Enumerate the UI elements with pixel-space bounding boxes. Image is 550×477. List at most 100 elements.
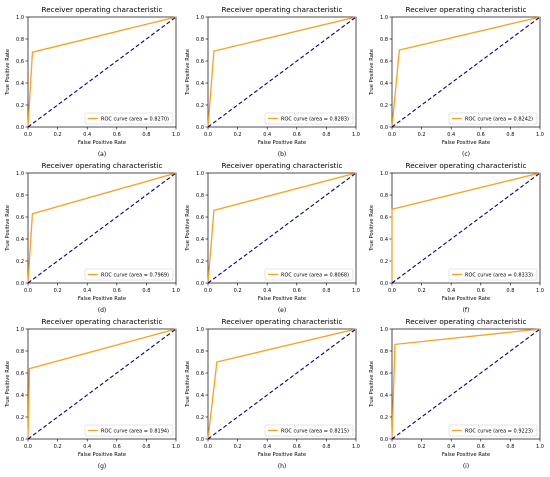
- y-axis-label: True Positive Rate: [5, 49, 11, 96]
- y-tick-label: 0.6: [380, 371, 388, 377]
- x-tick-label: 0.0: [24, 444, 32, 450]
- legend: ROC curve (area = 0.7969): [84, 268, 174, 281]
- chart-title: Receiver operating characteristic: [41, 5, 162, 14]
- y-axis-label: True Positive Rate: [369, 205, 375, 252]
- y-tick-label: 0.2: [196, 103, 204, 109]
- x-tick-label: 0.0: [388, 288, 396, 294]
- x-tick-label: 0.8: [506, 132, 514, 138]
- x-tick-label: 0.0: [204, 444, 212, 450]
- x-tick-label: 1.0: [172, 444, 180, 450]
- x-axis-label: False Positive Rate: [78, 452, 126, 458]
- legend-box: [84, 268, 174, 281]
- y-tick-label: 0.4: [16, 393, 24, 399]
- legend: ROC curve (area = 0.8333): [448, 268, 538, 281]
- panel-label: (g): [98, 463, 107, 470]
- x-axis-label: False Positive Rate: [442, 140, 490, 146]
- chance-diagonal-line: [27, 16, 177, 128]
- roc-panel: Receiver operating characteristic 0.0 0.2 0…: [5, 161, 180, 314]
- x-tick-label: 0.0: [388, 444, 396, 450]
- panel-label: (h): [278, 463, 286, 470]
- chance-diagonal-line: [27, 172, 177, 284]
- plot-frame: [391, 328, 541, 440]
- chart-title: Receiver operating characteristic: [221, 317, 342, 326]
- y-tick-label: 0.6: [16, 59, 24, 65]
- panel-label: (f): [463, 307, 470, 314]
- y-tick-label: 0.6: [16, 371, 24, 377]
- legend-label: ROC curve (area = 0.8270): [101, 116, 169, 122]
- x-tick-label: 0.0: [204, 288, 212, 294]
- x-tick-label: 1.0: [172, 288, 180, 294]
- chance-diagonal-line: [207, 172, 357, 284]
- x-tick-label: 0.6: [113, 444, 121, 450]
- legend-label: ROC curve (area = 0.9223): [465, 428, 533, 434]
- chart-title: Receiver operating characteristic: [405, 5, 526, 14]
- y-tick-label: 0.8: [380, 193, 388, 199]
- chance-diagonal-line: [391, 328, 541, 440]
- y-tick-label: 0.2: [16, 259, 24, 265]
- chance-diagonal-line: [207, 328, 357, 440]
- x-tick-label: 0.0: [204, 132, 212, 138]
- y-tick-label: 0.4: [16, 237, 24, 243]
- y-tick-label: 1.0: [380, 15, 388, 21]
- chance-diagonal-line: [391, 16, 541, 128]
- plot-frame: [27, 328, 177, 440]
- y-tick-label: 0.8: [196, 37, 204, 43]
- legend-label: ROC curve (area = 0.8068): [281, 272, 349, 278]
- x-tick-label: 0.2: [54, 444, 62, 450]
- x-tick-label: 1.0: [172, 132, 180, 138]
- x-tick-label: 1.0: [352, 288, 360, 294]
- roc-panel: Receiver operating characteristic 0.0 0.2 0…: [185, 317, 360, 470]
- y-tick-label: 0.4: [196, 237, 204, 243]
- y-axis-label: True Positive Rate: [369, 49, 375, 96]
- y-tick-label: 0.8: [196, 349, 204, 355]
- legend: ROC curve (area = 0.8068): [264, 268, 354, 281]
- y-tick-label: 0.0: [16, 281, 24, 287]
- y-tick-label: 0.0: [196, 437, 204, 443]
- roc-panel: Receiver operating characteristic 0.0 0.2 0…: [185, 5, 360, 158]
- x-axis-label: False Positive Rate: [78, 140, 126, 146]
- x-tick-label: 0.0: [388, 132, 396, 138]
- y-tick-label: 0.6: [196, 371, 204, 377]
- x-tick-label: 0.4: [83, 132, 91, 138]
- x-tick-label: 0.2: [54, 288, 62, 294]
- y-tick-label: 0.8: [16, 37, 24, 43]
- panel-label: (b): [278, 151, 287, 158]
- legend-box: [264, 268, 354, 281]
- x-tick-label: 0.8: [142, 132, 150, 138]
- x-tick-label: 0.8: [322, 444, 330, 450]
- roc-curve-line: [27, 16, 177, 128]
- roc-panel: Receiver operating characteristic 0.0 0.2 0…: [369, 5, 544, 158]
- y-tick-label: 0.4: [196, 81, 204, 87]
- x-tick-label: 0.8: [322, 132, 330, 138]
- y-tick-label: 1.0: [380, 327, 388, 333]
- chance-diagonal-line: [391, 172, 541, 284]
- roc-curve-line: [207, 172, 357, 284]
- legend-box: [84, 112, 174, 125]
- x-tick-label: 0.0: [24, 132, 32, 138]
- x-tick-label: 0.4: [263, 132, 271, 138]
- x-tick-label: 0.4: [83, 444, 91, 450]
- y-tick-label: 1.0: [380, 171, 388, 177]
- y-tick-label: 1.0: [196, 15, 204, 21]
- panel-label: (e): [278, 307, 286, 314]
- y-tick-label: 1.0: [196, 171, 204, 177]
- x-axis-label: False Positive Rate: [258, 140, 306, 146]
- y-tick-label: 0.4: [196, 393, 204, 399]
- x-axis-label: False Positive Rate: [258, 452, 306, 458]
- x-tick-label: 0.8: [322, 288, 330, 294]
- roc-curve-line: [207, 16, 357, 128]
- x-axis-label: False Positive Rate: [78, 296, 126, 302]
- y-tick-label: 0.4: [380, 81, 388, 87]
- x-tick-label: 0.6: [113, 132, 121, 138]
- x-tick-label: 0.4: [83, 288, 91, 294]
- roc-panel: Receiver operating characteristic 0.0 0.2 0…: [185, 161, 360, 314]
- y-tick-label: 0.4: [16, 81, 24, 87]
- x-tick-label: 0.4: [447, 444, 455, 450]
- y-axis-label: True Positive Rate: [185, 361, 191, 408]
- panel-label: (a): [98, 151, 106, 158]
- legend: ROC curve (area = 0.8242): [448, 112, 538, 125]
- y-tick-label: 1.0: [16, 327, 24, 333]
- legend-box: [264, 424, 354, 437]
- chart-title: Receiver operating characteristic: [221, 5, 342, 14]
